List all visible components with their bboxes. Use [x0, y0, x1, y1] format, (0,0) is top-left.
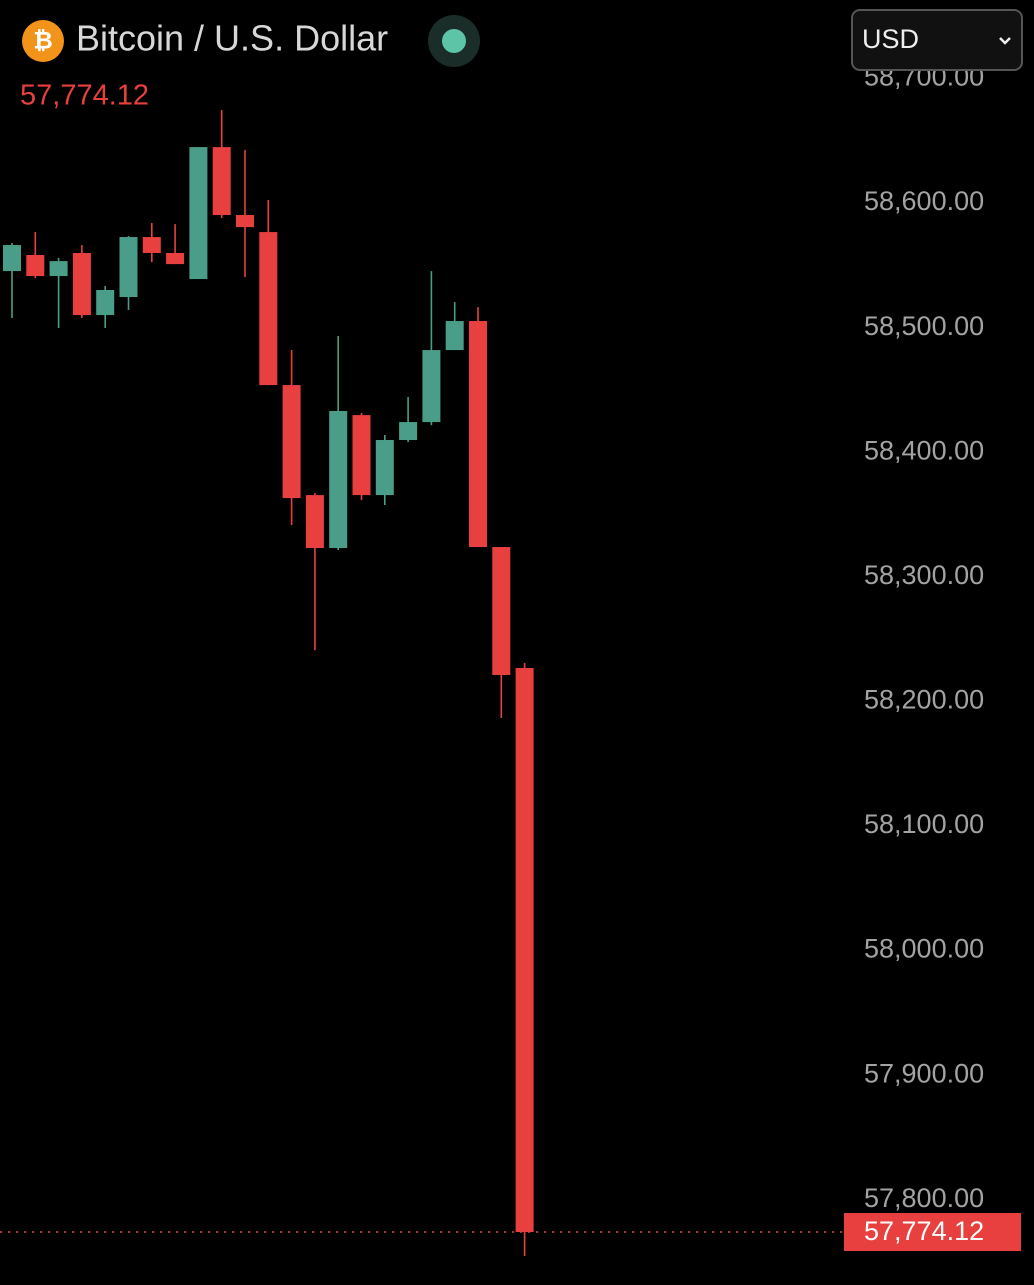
- y-tick-label: 58,100.00: [864, 809, 984, 839]
- y-tick-label: 58,300.00: [864, 560, 984, 590]
- candle-body: [399, 422, 418, 441]
- bitcoin-symbol: ₿: [33, 27, 53, 54]
- last-price-label: 57,774.12: [864, 1216, 984, 1246]
- y-tick-label: 58,600.00: [864, 186, 984, 216]
- candles: [3, 110, 534, 1256]
- candle-body: [142, 237, 161, 254]
- candle-body: [3, 245, 21, 272]
- current-price: 57,774.12: [20, 80, 149, 112]
- candle-body: [469, 321, 487, 548]
- select-value[interactable]: USD: [862, 24, 919, 54]
- y-tick-label: 58,500.00: [864, 311, 984, 341]
- header: ₿ Bitcoin / U.S. Dollar 57,774.12: [20, 15, 480, 112]
- y-tick-label: 57,800.00: [864, 1183, 984, 1213]
- bitcoin-icon: [22, 20, 64, 62]
- y-tick-label: 58,400.00: [864, 435, 984, 465]
- status-dot: [442, 29, 466, 53]
- candle-body: [49, 261, 68, 277]
- y-axis: 57,800.00 57,900.00 58,000.00 58,100.00 58,2…: [864, 62, 984, 1213]
- candle-body: [515, 668, 534, 1233]
- candle-body: [259, 232, 278, 386]
- y-tick-label: 58,200.00: [864, 685, 984, 715]
- last-price-box: [844, 1213, 1021, 1252]
- chevron: [999, 37, 1011, 45]
- last-price-marker: 57,774.12: [0, 1213, 1021, 1252]
- candle-body: [72, 253, 91, 316]
- select-box[interactable]: [851, 9, 1023, 71]
- candle-body: [445, 321, 464, 351]
- candle-body: [96, 290, 115, 316]
- y-tick-label: 57,900.00: [864, 1058, 984, 1088]
- candle-body: [189, 147, 208, 280]
- candle-body: [166, 253, 185, 265]
- y-tick-label: 58,700.00: [864, 62, 984, 92]
- candle-body: [492, 547, 511, 675]
- chart-title: Bitcoin / U.S. Dollar: [76, 18, 388, 59]
- candle-body: [329, 410, 348, 549]
- candle-body: [236, 215, 254, 228]
- candle-body: [305, 495, 324, 549]
- candle-body: [282, 385, 301, 499]
- candle-body: [422, 350, 441, 423]
- candle-body: [119, 237, 138, 297]
- currency-select[interactable]: USD: [851, 9, 1023, 71]
- candle-body: [352, 415, 371, 496]
- candle-body: [26, 254, 45, 277]
- y-tick-label: 58,000.00: [864, 934, 984, 964]
- candle-body: [212, 147, 231, 216]
- candle-body: [375, 440, 394, 496]
